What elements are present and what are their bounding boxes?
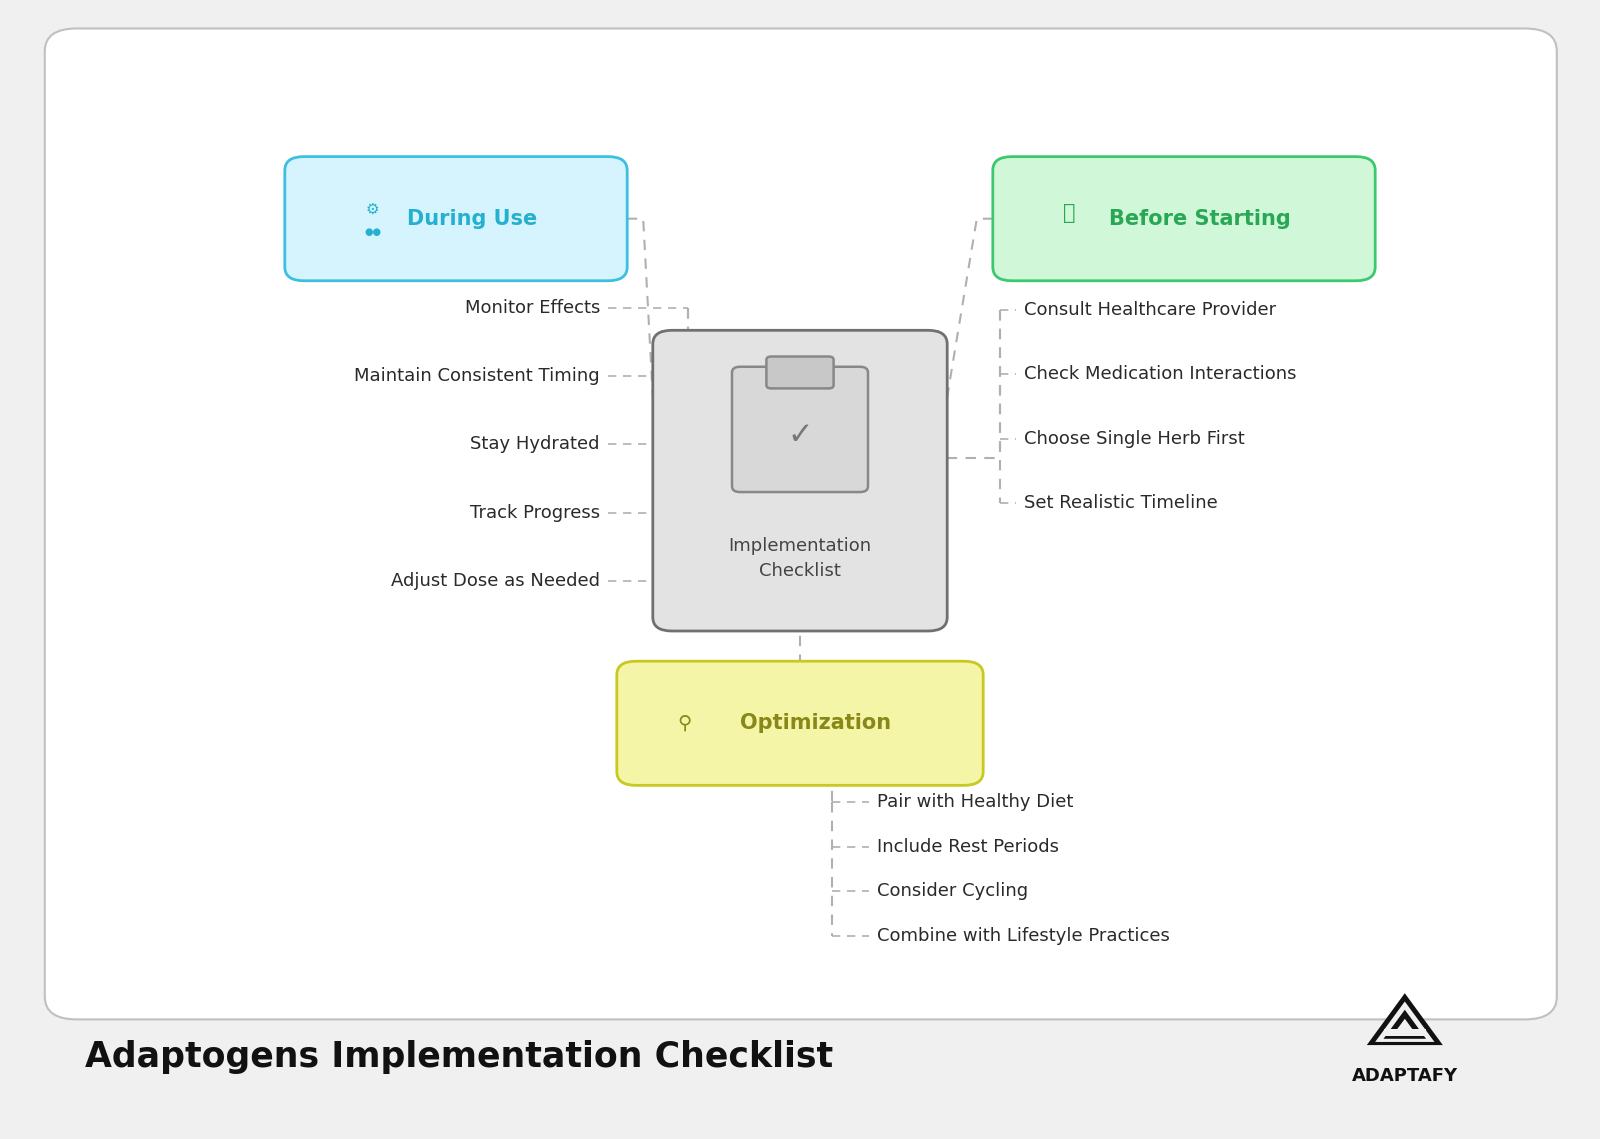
FancyBboxPatch shape bbox=[45, 28, 1557, 1019]
Text: Adjust Dose as Needed: Adjust Dose as Needed bbox=[390, 572, 600, 590]
Text: Include Rest Periods: Include Rest Periods bbox=[877, 837, 1059, 855]
Polygon shape bbox=[1392, 1018, 1418, 1035]
Text: Implementation
Checklist: Implementation Checklist bbox=[728, 536, 872, 580]
Text: Track Progress: Track Progress bbox=[470, 503, 600, 522]
Text: Set Realistic Timeline: Set Realistic Timeline bbox=[1024, 494, 1218, 513]
Text: Maintain Consistent Timing: Maintain Consistent Timing bbox=[354, 367, 600, 385]
Text: Choose Single Herb First: Choose Single Herb First bbox=[1024, 429, 1245, 448]
Text: Check Medication Interactions: Check Medication Interactions bbox=[1024, 366, 1296, 384]
Text: Adaptogens Implementation Checklist: Adaptogens Implementation Checklist bbox=[85, 1040, 834, 1074]
Polygon shape bbox=[1384, 1010, 1426, 1039]
Text: ⚙: ⚙ bbox=[366, 202, 379, 218]
Polygon shape bbox=[1374, 1001, 1435, 1042]
Text: Pair with Healthy Diet: Pair with Healthy Diet bbox=[877, 793, 1074, 811]
Text: Consider Cycling: Consider Cycling bbox=[877, 883, 1027, 901]
Text: ADAPTAFY: ADAPTAFY bbox=[1352, 1067, 1458, 1085]
FancyBboxPatch shape bbox=[1384, 1030, 1426, 1036]
FancyBboxPatch shape bbox=[653, 330, 947, 631]
FancyBboxPatch shape bbox=[766, 357, 834, 388]
Polygon shape bbox=[1366, 993, 1443, 1046]
FancyBboxPatch shape bbox=[285, 156, 627, 280]
Text: ✓: ✓ bbox=[787, 420, 813, 450]
Text: Before Starting: Before Starting bbox=[1109, 208, 1291, 229]
Text: ⛹: ⛹ bbox=[1062, 203, 1075, 223]
Text: ⚲: ⚲ bbox=[678, 714, 691, 732]
Text: Monitor Effects: Monitor Effects bbox=[464, 298, 600, 317]
Text: During Use: During Use bbox=[406, 208, 538, 229]
Text: Stay Hydrated: Stay Hydrated bbox=[470, 435, 600, 453]
Text: ●●: ●● bbox=[365, 228, 381, 237]
FancyBboxPatch shape bbox=[992, 156, 1374, 280]
Text: Optimization: Optimization bbox=[741, 713, 891, 734]
Text: Consult Healthcare Provider: Consult Healthcare Provider bbox=[1024, 301, 1277, 319]
FancyBboxPatch shape bbox=[618, 661, 982, 786]
Text: Combine with Lifestyle Practices: Combine with Lifestyle Practices bbox=[877, 927, 1170, 945]
FancyBboxPatch shape bbox=[733, 367, 867, 492]
